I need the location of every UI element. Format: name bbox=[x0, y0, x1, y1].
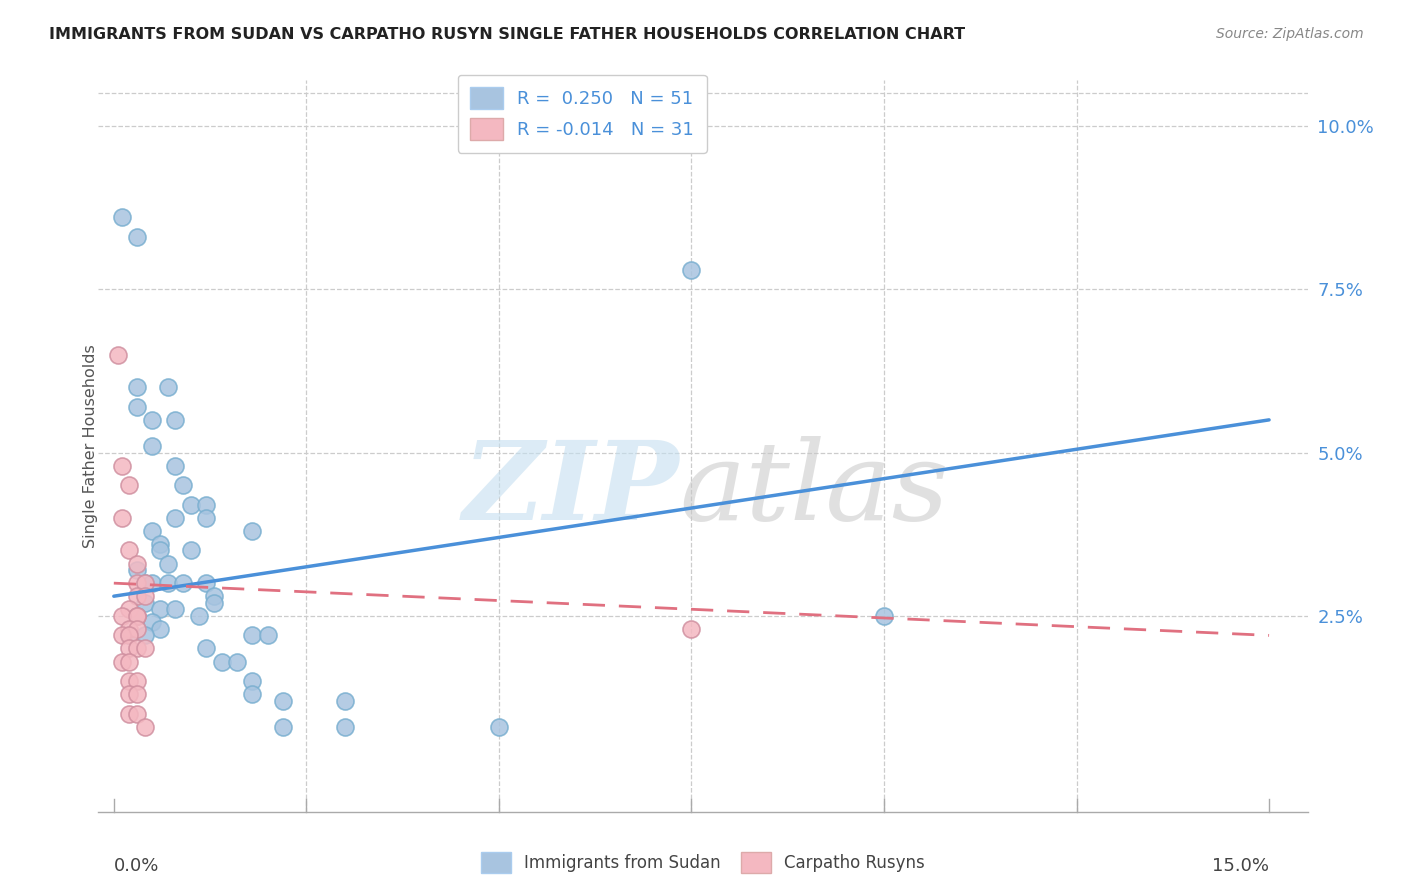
Point bbox=[333, 720, 356, 734]
Point bbox=[125, 380, 148, 394]
Point bbox=[118, 628, 141, 642]
Point bbox=[110, 458, 132, 473]
Point bbox=[125, 557, 148, 571]
Point bbox=[149, 543, 172, 558]
Point bbox=[125, 706, 148, 721]
Point bbox=[134, 628, 156, 642]
Point bbox=[134, 589, 156, 603]
Point bbox=[125, 230, 148, 244]
Point bbox=[118, 655, 141, 669]
Point bbox=[118, 478, 141, 492]
Point bbox=[226, 655, 249, 669]
Point bbox=[125, 589, 148, 603]
Text: 0.0%: 0.0% bbox=[114, 857, 159, 875]
Point bbox=[110, 211, 132, 225]
Point bbox=[149, 622, 172, 636]
Point bbox=[134, 641, 156, 656]
Point bbox=[110, 628, 132, 642]
Point bbox=[118, 602, 141, 616]
Text: ZIP: ZIP bbox=[463, 436, 679, 543]
Point bbox=[125, 400, 148, 414]
Point bbox=[125, 641, 148, 656]
Point bbox=[165, 413, 187, 427]
Point bbox=[271, 694, 294, 708]
Point bbox=[180, 543, 202, 558]
Point bbox=[202, 596, 225, 610]
Point bbox=[202, 589, 225, 603]
Legend: Immigrants from Sudan, Carpatho Rusyns: Immigrants from Sudan, Carpatho Rusyns bbox=[474, 846, 932, 880]
Point bbox=[107, 347, 129, 362]
Text: Source: ZipAtlas.com: Source: ZipAtlas.com bbox=[1216, 27, 1364, 41]
Point bbox=[134, 576, 156, 591]
Point bbox=[195, 641, 218, 656]
Point bbox=[180, 498, 202, 512]
Point bbox=[118, 674, 141, 689]
Point bbox=[118, 706, 141, 721]
Point bbox=[165, 458, 187, 473]
Point bbox=[125, 674, 148, 689]
Point bbox=[156, 557, 179, 571]
Point bbox=[681, 622, 703, 636]
Point bbox=[134, 596, 156, 610]
Point bbox=[141, 615, 163, 630]
Point bbox=[195, 576, 218, 591]
Point bbox=[172, 576, 194, 591]
Point bbox=[125, 622, 148, 636]
Point bbox=[271, 720, 294, 734]
Point bbox=[118, 641, 141, 656]
Point bbox=[195, 511, 218, 525]
Point bbox=[134, 576, 156, 591]
Y-axis label: Single Father Households: Single Father Households bbox=[83, 344, 97, 548]
Point bbox=[165, 511, 187, 525]
Point bbox=[149, 602, 172, 616]
Point bbox=[141, 413, 163, 427]
Point bbox=[110, 655, 132, 669]
Point bbox=[125, 608, 148, 623]
Point bbox=[134, 720, 156, 734]
Point bbox=[187, 608, 209, 623]
Point bbox=[242, 674, 264, 689]
Point bbox=[141, 439, 163, 453]
Point bbox=[156, 576, 179, 591]
Point bbox=[242, 524, 264, 538]
Point bbox=[333, 694, 356, 708]
Point bbox=[125, 608, 148, 623]
Point bbox=[118, 628, 141, 642]
Point bbox=[488, 720, 510, 734]
Point bbox=[110, 511, 132, 525]
Text: 15.0%: 15.0% bbox=[1212, 857, 1270, 875]
Point bbox=[141, 524, 163, 538]
Point bbox=[165, 602, 187, 616]
Point bbox=[110, 608, 132, 623]
Point bbox=[172, 478, 194, 492]
Point bbox=[125, 608, 148, 623]
Point bbox=[242, 628, 264, 642]
Point bbox=[141, 576, 163, 591]
Point bbox=[211, 655, 233, 669]
Legend: R =  0.250   N = 51, R = -0.014   N = 31: R = 0.250 N = 51, R = -0.014 N = 31 bbox=[457, 75, 707, 153]
Point bbox=[118, 622, 141, 636]
Point bbox=[125, 576, 148, 591]
Point bbox=[125, 563, 148, 577]
Point bbox=[156, 380, 179, 394]
Point bbox=[257, 628, 280, 642]
Point bbox=[873, 608, 896, 623]
Point bbox=[681, 262, 703, 277]
Point bbox=[242, 687, 264, 701]
Text: IMMIGRANTS FROM SUDAN VS CARPATHO RUSYN SINGLE FATHER HOUSEHOLDS CORRELATION CHA: IMMIGRANTS FROM SUDAN VS CARPATHO RUSYN … bbox=[49, 27, 966, 42]
Point bbox=[149, 537, 172, 551]
Point bbox=[195, 498, 218, 512]
Text: atlas: atlas bbox=[679, 436, 949, 543]
Point bbox=[118, 687, 141, 701]
Point bbox=[125, 687, 148, 701]
Point bbox=[118, 543, 141, 558]
